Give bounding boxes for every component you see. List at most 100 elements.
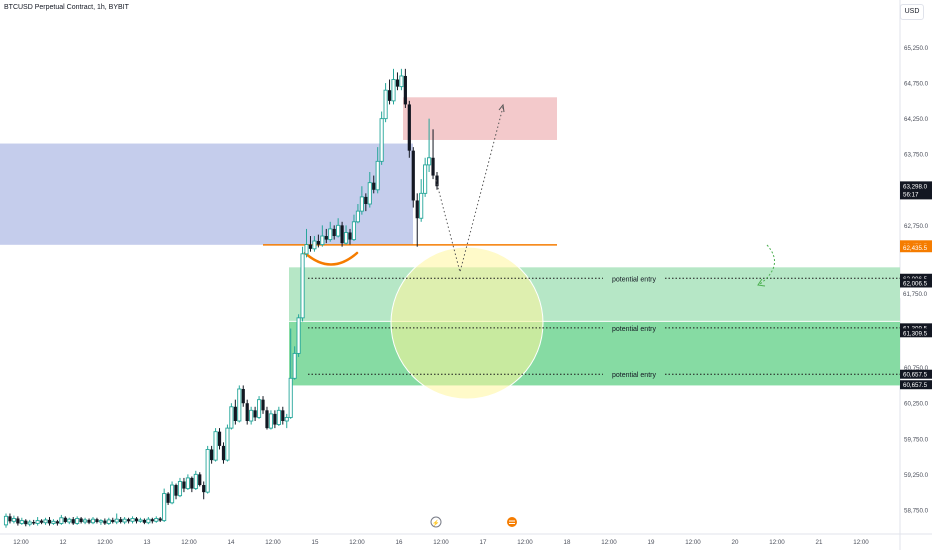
candle [158,518,162,521]
candle [193,473,198,490]
candle [423,164,428,194]
x-tick-label: 12:00 [265,539,281,546]
projection-path[interactable] [435,106,504,274]
candle [47,519,52,524]
candle [27,521,32,525]
candle [387,90,392,101]
candle [63,517,67,523]
demand-zone-upper[interactable] [289,267,900,322]
price-tag-bg [900,369,932,379]
price-tag-label: 60,657.5 [903,382,928,389]
x-tick-label: 17 [480,539,487,546]
liquidity-arc[interactable] [303,251,359,266]
candle [106,519,111,524]
price-tag-bg [900,328,932,338]
candle [217,431,222,446]
candle [435,175,439,187]
price-tag-label: 62,006.5 [903,280,928,287]
candle [379,118,384,162]
price-tag-label: 61,309.5 [903,330,928,337]
candle [296,317,301,354]
curved-arrow[interactable] [759,244,775,285]
supply-zone[interactable] [0,143,413,245]
x-tick-label: 12:00 [601,539,617,546]
candle [281,410,285,421]
chart-title: BTCUSD Perpetual Contract, 1h, BYBIT [4,4,129,11]
entry-label-2: potential entry [612,372,656,379]
projection-arrowhead [498,103,505,113]
candle [375,160,380,191]
candle [300,253,305,319]
candle [284,416,289,422]
candle [166,493,170,503]
x-tick-label: 14 [228,539,235,546]
x-tick-label: 12:00 [685,539,701,546]
candle [304,244,309,255]
y-tick-label: 63,750.0 [904,152,929,159]
candle [95,519,99,523]
candle [336,224,341,237]
candle [8,516,12,522]
candle [399,75,404,88]
x-tick-label: 12:00 [97,539,113,546]
entry-label-1: potential entry [612,326,656,333]
entry-label-bg-0 [603,273,665,284]
candle [372,182,376,190]
price-tag-bg [900,323,932,333]
candle [67,518,72,523]
entry-label-bg-1 [603,322,665,333]
candle [79,518,83,523]
candle [265,410,269,429]
candle [130,518,135,522]
candle [162,493,167,522]
candle [324,236,328,240]
candle [316,241,320,245]
candle [205,449,210,493]
candle [146,518,151,524]
price-tag-label: 63,298.0 [903,183,928,190]
candle [276,409,281,426]
candle [142,519,146,523]
candle [134,518,139,522]
event-icon-lightning[interactable] [430,516,442,528]
candle [75,518,80,524]
x-tick-label: 13 [144,539,151,546]
candle [16,518,20,524]
y-tick-label: 60,750.0 [904,365,929,372]
candle [403,75,407,105]
candle [210,449,214,461]
candle [55,521,60,524]
price-tag-bg [900,181,932,200]
candle [213,431,218,461]
candle [249,409,254,422]
candle [312,240,317,250]
candle [154,518,159,522]
target-zone[interactable] [403,97,557,140]
candle [364,196,368,205]
x-tick-label: 12 [60,539,67,546]
highlight-circle[interactable] [390,246,544,400]
event-icon-flag[interactable] [507,517,517,527]
candle [261,399,265,411]
candle [138,519,143,522]
candle [407,104,411,151]
candle [328,228,333,241]
candle [245,403,249,421]
demand-zone-lower[interactable] [289,321,900,386]
candle [11,518,16,522]
candle [257,399,262,418]
price-tag-label: 62,435.5 [903,245,928,252]
candle [103,520,107,524]
candle [395,79,400,87]
y-tick-label: 64,750.0 [904,81,929,88]
candle [51,520,56,524]
x-tick-label: 12:00 [181,539,197,546]
price-tag-label: 60,657.5 [903,372,928,379]
candle [225,427,230,461]
candle [35,520,40,524]
candle [431,157,435,176]
x-tick-label: 15 [312,539,319,546]
currency-button[interactable]: USD [900,4,924,20]
